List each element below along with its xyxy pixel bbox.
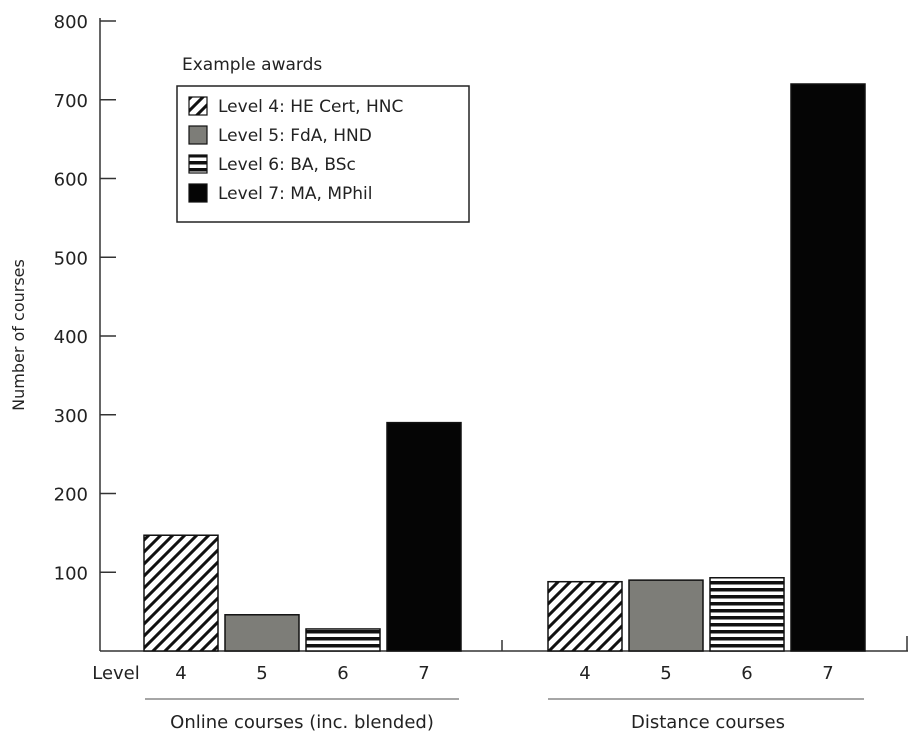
legend-swatch [188, 183, 208, 203]
y-axis-label: Number of courses [9, 259, 28, 411]
bar [709, 577, 785, 652]
y-tick-label: 500 [54, 248, 88, 269]
x-tick-labels: 4 5 6 7 4 5 6 7 [175, 663, 833, 684]
group-label: Distance courses [631, 712, 785, 733]
x-tick-label: 7 [822, 663, 833, 684]
bar [143, 534, 219, 652]
y-tick-label: 100 [54, 563, 88, 584]
x-tick-label: 7 [418, 663, 429, 684]
legend-entry-label: Level 5: FdA, HND [218, 126, 372, 146]
group-labels: Online courses (inc. blended) Distance co… [145, 698, 864, 733]
bar [386, 421, 462, 652]
legend-swatch [188, 154, 208, 174]
bar [790, 83, 866, 652]
legend-swatch [188, 125, 208, 145]
legend: Example awards Level 4: HE Cert, HNC Leve… [176, 55, 470, 223]
bars [143, 83, 866, 652]
bar [224, 614, 300, 652]
legend-entry-label: Level 4: HE Cert, HNC [218, 97, 403, 117]
bar [547, 580, 623, 652]
x-tick-label: 5 [660, 663, 671, 684]
legend-swatch [188, 96, 208, 116]
y-tick-label: 200 [54, 485, 88, 506]
level-label: Level [92, 663, 140, 684]
y-tick-label: 700 [54, 91, 88, 112]
y-tick-label: 300 [54, 406, 88, 427]
group-label: Online courses (inc. blended) [170, 712, 434, 733]
x-tick-label: 5 [256, 663, 267, 684]
bar [628, 579, 704, 652]
x-tick-label: 4 [579, 663, 590, 684]
legend-entry-label: Level 7: MA, MPhil [218, 184, 372, 204]
x-tick-label: 6 [337, 663, 348, 684]
legend-entry-label: Level 6: BA, BSc [218, 155, 356, 175]
bar [305, 628, 381, 652]
legend-box [176, 85, 470, 223]
legend-title: Example awards [182, 55, 322, 75]
x-tick-label: 6 [741, 663, 752, 684]
y-ticks: 100 200 300 400 500 600 700 800 [54, 12, 116, 584]
y-tick-label: 800 [54, 12, 88, 33]
y-tick-label: 600 [54, 170, 88, 191]
y-tick-label: 400 [54, 327, 88, 348]
x-tick-label: 4 [175, 663, 186, 684]
